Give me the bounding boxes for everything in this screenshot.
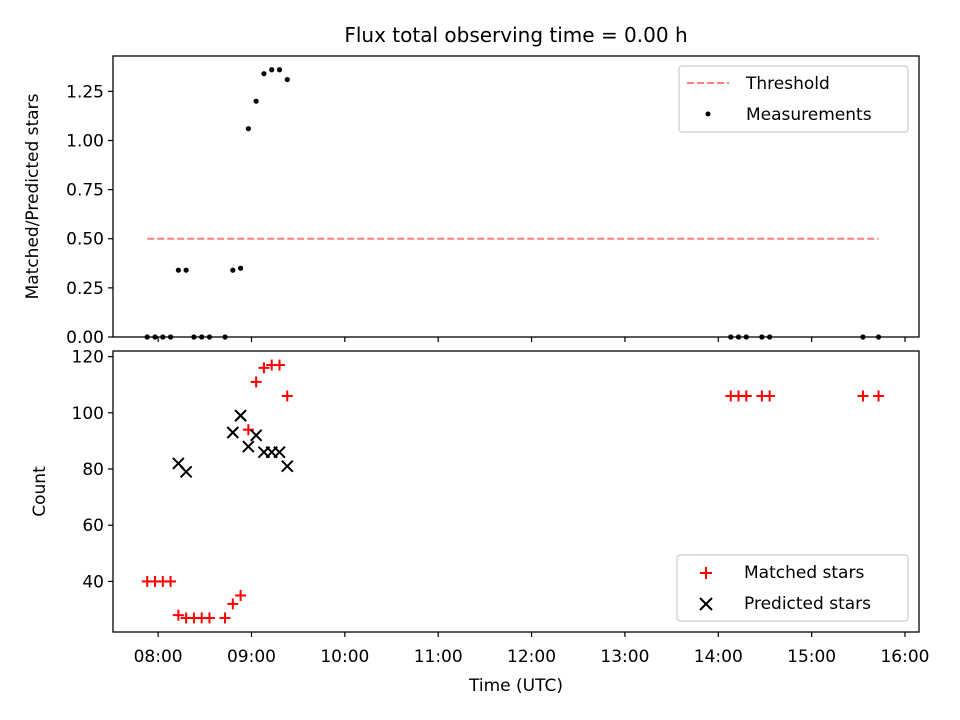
- count-y-axis-label: Count: [30, 466, 50, 517]
- count-axis-ticks: 40 60 80 100 120 08:00 09:00 10:00 11:00 12:00 13:…: [72, 348, 930, 667]
- matched-star-point: [273, 359, 285, 371]
- x-tick-label: 10:00: [320, 647, 369, 667]
- count-y-tick-label: 60: [82, 516, 104, 536]
- count-y-tick-label: 80: [82, 460, 104, 480]
- ratio-y-axis-label: Matched/Predicted stars: [23, 93, 43, 299]
- x-tick-label: 15:00: [787, 647, 836, 667]
- predicted-star-point: [179, 465, 193, 479]
- matched-star-point: [250, 376, 262, 388]
- x-tick-label: 16:00: [880, 647, 929, 667]
- measurement-point: [284, 76, 290, 83]
- matched-star-point: [235, 589, 247, 601]
- matched-star-point: [258, 362, 270, 374]
- predicted-star-point: [242, 440, 255, 453]
- count-y-tick-label: 100: [72, 404, 104, 424]
- count-y-tick-label: 40: [82, 572, 104, 592]
- matched-star-point: [242, 424, 254, 436]
- predicted-star-point: [249, 429, 263, 442]
- x-axis-label: Time (UTC): [468, 676, 563, 696]
- matched-star-point: [740, 390, 752, 402]
- x-tick-label: 11:00: [414, 647, 463, 667]
- measurement-point: [276, 67, 283, 73]
- x-tick-label: 09:00: [227, 647, 276, 667]
- matched-legend-swatch: [700, 567, 712, 579]
- matched-star-point: [227, 598, 239, 610]
- ratio-axes-frame: [112, 55, 920, 338]
- count-panel: 40 60 80 100 120 08:00 09:00 10:00 11:00 12:00 13:…: [30, 348, 929, 667]
- ratio-y-tick-label: 1.25: [66, 82, 104, 102]
- predicted-star-point: [281, 460, 294, 473]
- measurement-point: [245, 126, 251, 132]
- measurement-point: [230, 267, 236, 273]
- count-legend: Matched stars Predicted stars: [676, 554, 909, 622]
- x-tick-label: 13:00: [600, 647, 649, 667]
- measurements-legend-swatch: [705, 111, 711, 117]
- ratio-axis-ticks: 0.00 0.25 0.50 0.75 1.00 1.25: [66, 82, 906, 348]
- matched-star-point: [281, 390, 293, 402]
- measurement-point: [261, 71, 267, 77]
- ratio-y-tick-label: 0.00: [66, 328, 104, 348]
- predicted-star-point: [226, 426, 240, 439]
- x-tick-label: 08:00: [134, 647, 183, 667]
- measurements-legend-label: Measurements: [746, 105, 872, 125]
- ratio-y-tick-label: 0.75: [66, 181, 104, 201]
- measurement-point: [175, 267, 181, 273]
- count-legend-box: [676, 554, 909, 622]
- predicted-legend-swatch: [699, 597, 713, 611]
- predicted-star-point: [234, 409, 247, 422]
- ratio-y-tick-label: 0.25: [66, 279, 104, 299]
- matched-star-point: [764, 390, 776, 402]
- ratio-panel: 0.00 0.25 0.50 0.75 1.00 1.25 Matched/Predict…: [23, 55, 920, 348]
- ratio-y-tick-label: 1.00: [66, 131, 104, 151]
- matched-legend-label: Matched stars: [744, 563, 864, 583]
- ratio-y-tick-label: 0.50: [66, 230, 104, 250]
- x-tick-label: 12:00: [507, 647, 556, 667]
- measurement-point: [269, 67, 275, 73]
- measurement-point: [237, 265, 244, 271]
- ratio-legend-box: [678, 65, 909, 133]
- chart-title: Flux total observing time = 0.00 h: [344, 23, 687, 47]
- matched-star-point: [203, 612, 215, 624]
- matched-star-point: [857, 390, 869, 402]
- matched-star-point: [219, 612, 231, 624]
- matched-star-point: [172, 609, 184, 621]
- x-tick-label: 14:00: [694, 647, 743, 667]
- matched-star-point: [165, 575, 177, 587]
- matched-star-point: [873, 390, 885, 402]
- count-plot-area: [141, 359, 885, 624]
- count-axes-frame: [112, 350, 920, 633]
- threshold-legend-label: Threshold: [745, 74, 830, 94]
- measurement-point: [253, 98, 259, 104]
- predicted-star-point: [273, 445, 286, 459]
- predicted-legend-label: Predicted stars: [744, 594, 871, 614]
- count-y-tick-label: 120: [72, 348, 104, 368]
- ratio-legend: Threshold Measurements: [678, 65, 909, 133]
- measurement-point: [183, 267, 189, 273]
